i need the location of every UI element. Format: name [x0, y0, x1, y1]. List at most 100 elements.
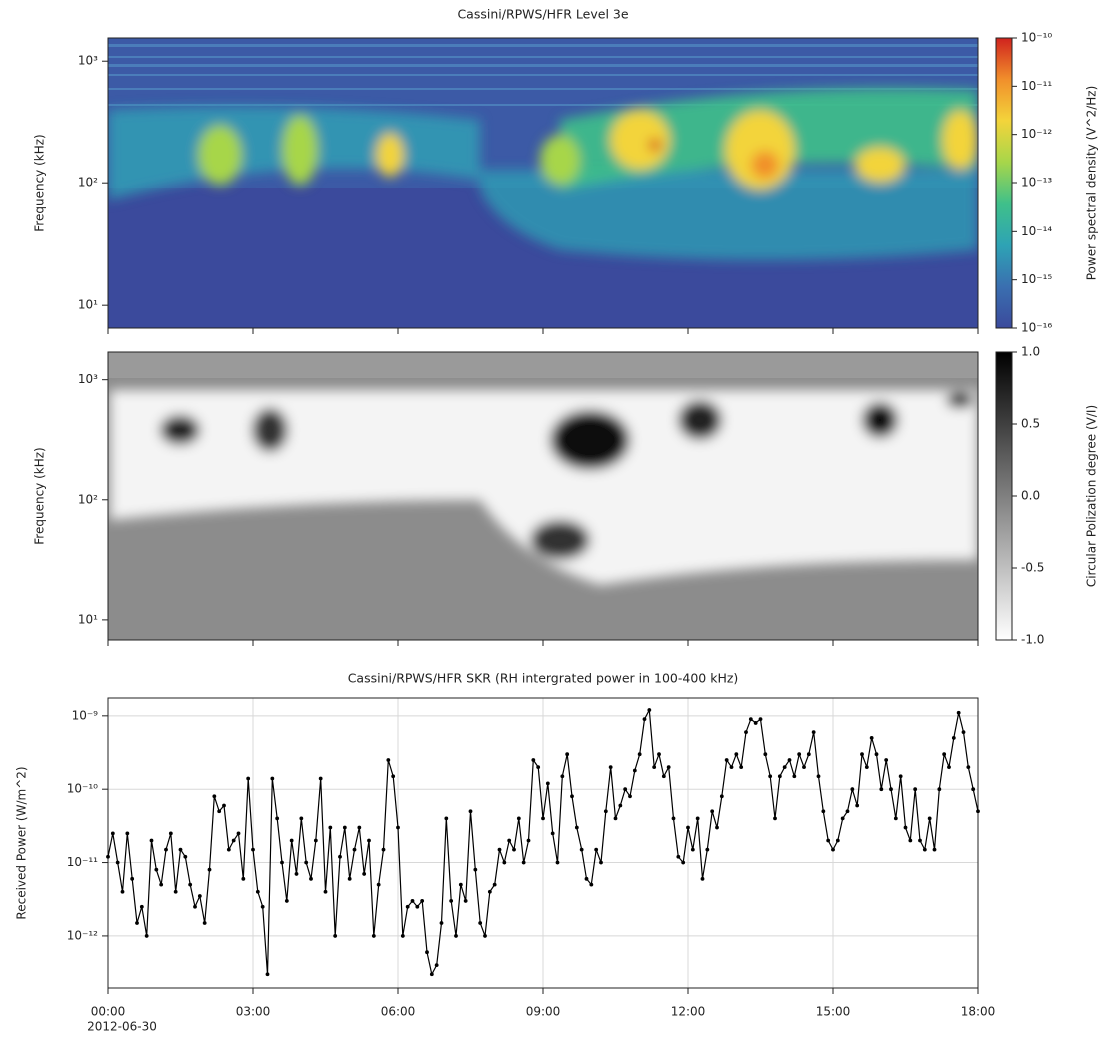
data-point [816, 774, 821, 779]
data-point [338, 854, 342, 859]
data-point [744, 730, 748, 735]
colorbar-tick-label: 10⁻¹⁴ [1021, 224, 1052, 238]
colorbar [995, 37, 1013, 329]
date-label: 2012-06-30 [87, 1020, 157, 1034]
data-point [449, 899, 454, 903]
x-tick-label: 15:00 [816, 1005, 851, 1019]
data-point [260, 904, 265, 909]
data-point [594, 847, 599, 852]
data-point [831, 847, 835, 852]
data-point [719, 794, 724, 799]
data-point [168, 831, 173, 836]
data-point [927, 816, 932, 821]
data-point [570, 794, 574, 799]
y-tick-label: 10¹ [78, 298, 98, 312]
data-point [483, 934, 487, 938]
data-point [541, 816, 545, 821]
spectrogram-image [108, 38, 978, 328]
data-point [710, 809, 715, 814]
data-point [231, 838, 236, 843]
data-point [545, 781, 550, 786]
data-point [144, 934, 149, 938]
data-point [386, 758, 391, 762]
data-point [357, 825, 362, 830]
data-point [265, 972, 270, 977]
data-point [284, 899, 289, 903]
data-point [550, 831, 555, 836]
data-point [270, 776, 275, 781]
data-point [797, 752, 802, 757]
colorbar-tick-label: 10⁻¹¹ [1021, 79, 1052, 93]
data-point [434, 963, 439, 968]
data-point [855, 803, 860, 808]
data-point [826, 838, 831, 843]
data-point [777, 774, 782, 779]
data-point [608, 765, 613, 770]
data-point [860, 752, 864, 757]
data-point [139, 904, 144, 909]
x-tick-label: 06:00 [381, 1005, 416, 1019]
data-point [299, 816, 304, 821]
data-point [748, 717, 753, 722]
data-point [893, 816, 898, 821]
data-point [487, 889, 492, 894]
data-point [850, 787, 855, 792]
data-point [154, 867, 159, 872]
data-point [681, 860, 686, 865]
data-point [787, 758, 792, 762]
data-point [642, 717, 647, 722]
y-tick-label: 10² [78, 492, 98, 506]
data-point [362, 872, 367, 876]
data-point [724, 758, 729, 762]
data-point [371, 934, 376, 938]
colorbar-tick-label: 10⁻¹⁶ [1021, 321, 1052, 335]
colorbar-tick-label: 10⁻¹³ [1021, 176, 1052, 190]
data-point [135, 921, 139, 925]
data-point [120, 889, 125, 894]
colorbar [995, 351, 1013, 641]
data-point [922, 847, 927, 852]
colorbar-tick-label: -0.5 [1021, 561, 1044, 575]
data-point [333, 934, 338, 938]
data-point [429, 972, 434, 977]
data-point [289, 838, 294, 843]
data-point [304, 860, 309, 865]
data-point [918, 838, 922, 843]
data-point [782, 765, 787, 770]
data-point [956, 710, 961, 715]
data-point [705, 847, 710, 852]
colorbar-label: Power spectral density (V^2/Hz) [1085, 86, 1099, 281]
data-point [396, 825, 400, 830]
data-point [695, 816, 700, 821]
plot-frame [107, 351, 979, 641]
data-point [255, 889, 260, 894]
data-point [531, 758, 536, 762]
plot-frame [107, 697, 979, 989]
data-point [671, 816, 676, 821]
data-point [217, 809, 222, 814]
data-point [536, 765, 541, 770]
data-point [410, 899, 415, 903]
data-point [342, 825, 347, 830]
data-point [159, 882, 164, 887]
data-point [661, 774, 666, 779]
data-point [763, 752, 768, 757]
data-point [729, 765, 734, 770]
y-tick-label: 10⁻¹² [67, 928, 98, 942]
data-point [405, 904, 410, 909]
data-point [700, 876, 705, 881]
colorbar-tick-label: -1.0 [1021, 633, 1044, 647]
data-point [193, 904, 197, 909]
y-tick-label: 10⁻¹⁰ [67, 782, 98, 796]
data-point [599, 860, 603, 865]
data-point [869, 736, 874, 740]
data-point [734, 752, 739, 757]
x-tick-label: 00:00 [91, 1005, 126, 1019]
data-point [454, 934, 458, 938]
data-point [951, 736, 956, 740]
data-point [521, 860, 526, 865]
data-point [574, 825, 579, 830]
data-point [188, 882, 193, 887]
y-axis-label: Frequency (kHz) [33, 447, 47, 544]
